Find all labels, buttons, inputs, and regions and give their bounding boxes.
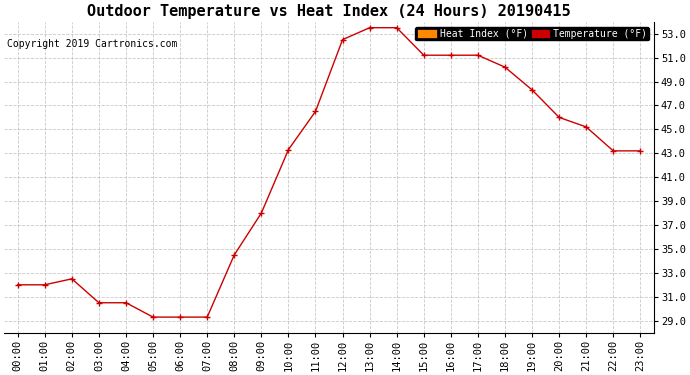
Title: Outdoor Temperature vs Heat Index (24 Hours) 20190415: Outdoor Temperature vs Heat Index (24 Ho…: [87, 4, 571, 19]
Text: Copyright 2019 Cartronics.com: Copyright 2019 Cartronics.com: [7, 39, 177, 50]
Legend: Heat Index (°F), Temperature (°F): Heat Index (°F), Temperature (°F): [415, 27, 649, 40]
